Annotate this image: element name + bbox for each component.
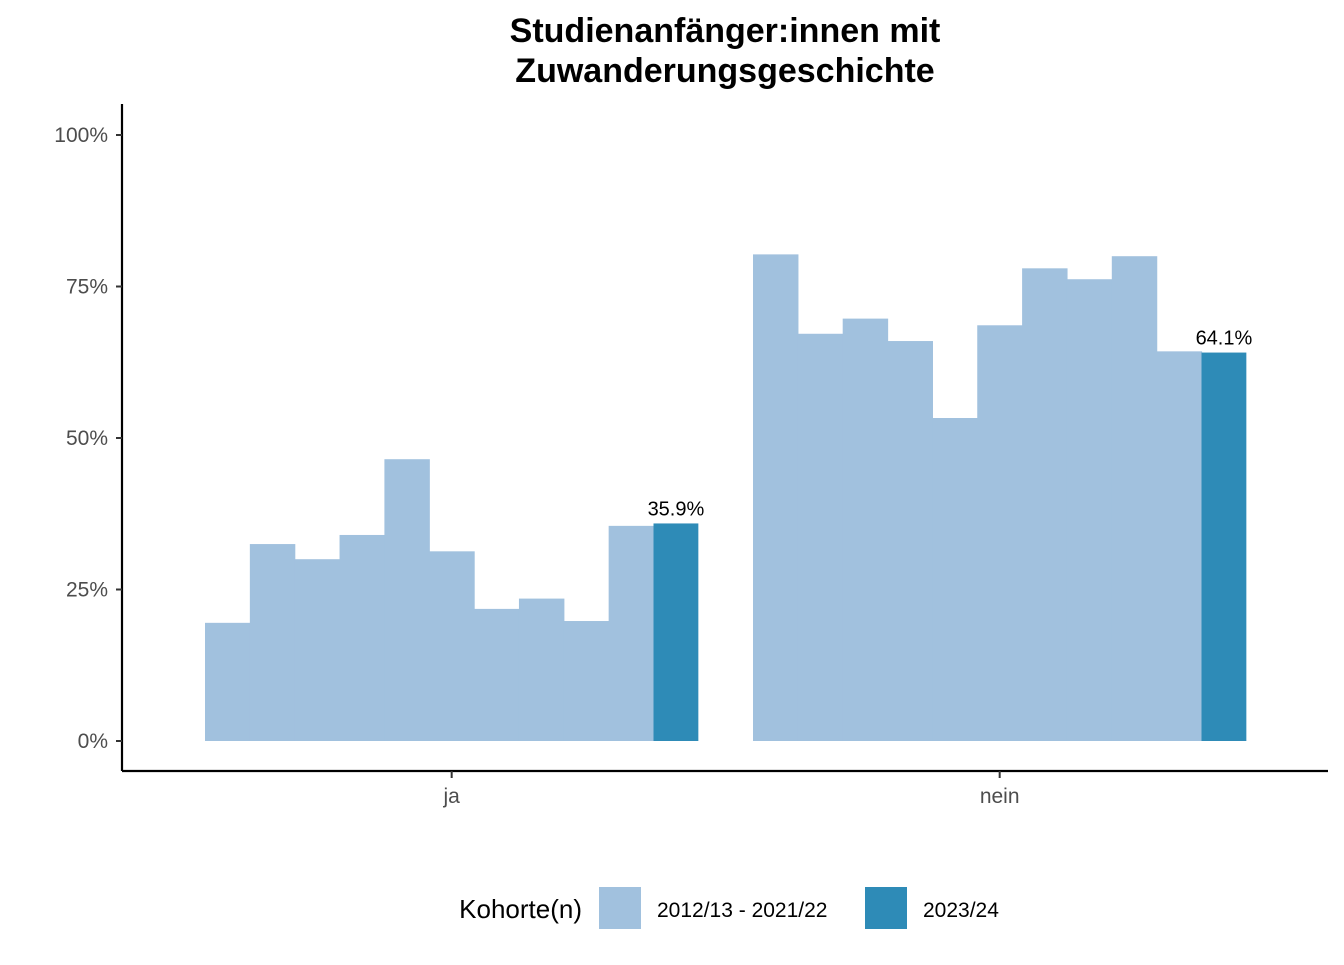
- bar-historic: [339, 534, 385, 741]
- legend-label-current: 2023/24: [923, 899, 999, 922]
- bar-historic: [608, 525, 655, 741]
- bar-historic: [1022, 268, 1068, 741]
- chart-title: Studienanfänger:innen mit Zuwanderungsge…: [510, 12, 941, 90]
- bar-historic: [1156, 351, 1203, 741]
- bar-historic: [797, 333, 844, 741]
- legend-swatch-current: [865, 887, 907, 929]
- bar-historic: [563, 621, 610, 741]
- bar-historic: [249, 544, 296, 741]
- y-tick-label: 0%: [78, 730, 108, 753]
- bar-historic: [1066, 279, 1113, 741]
- chart-title-line-2: Zuwanderungsgeschichte: [515, 52, 934, 90]
- y-tick-label: 50%: [66, 427, 108, 450]
- bar-historic: [205, 622, 251, 741]
- x-tick-label: nein: [980, 785, 1020, 808]
- y-tick-label: 100%: [54, 124, 108, 147]
- bar-current: [1201, 352, 1247, 741]
- bar-historic: [842, 318, 889, 741]
- y-tick-label: 75%: [66, 276, 108, 299]
- y-tick-label: 25%: [66, 579, 108, 602]
- bar-historic: [429, 551, 475, 741]
- bar-historic: [384, 459, 430, 741]
- bar-historic: [474, 608, 520, 741]
- bar-historic: [753, 254, 799, 741]
- bar-value-label: 35.9%: [648, 498, 705, 520]
- bar-value-label: 64.1%: [1196, 328, 1253, 350]
- bar-historic: [887, 341, 933, 741]
- legend: Kohorte(n) 2012/13 - 2021/22 2023/24: [459, 887, 999, 929]
- bar-historic: [1111, 256, 1158, 741]
- legend-label-historic: 2012/13 - 2021/22: [657, 899, 827, 922]
- bar-current: [653, 523, 699, 741]
- bar-historic: [518, 598, 565, 741]
- axes: 0% 25% 50% 75% 100% ja nein: [54, 104, 1328, 808]
- data-labels: 35.9% 64.1%: [648, 328, 1253, 521]
- legend-swatch-historic: [599, 887, 641, 929]
- bars: [205, 254, 1247, 741]
- bar-historic: [932, 418, 978, 741]
- x-tick-label: ja: [442, 785, 460, 808]
- legend-title: Kohorte(n): [459, 894, 582, 924]
- bar-historic: [977, 325, 1023, 741]
- chart-title-line-1: Studienanfänger:innen mit: [510, 12, 941, 50]
- bar-historic: [294, 559, 341, 741]
